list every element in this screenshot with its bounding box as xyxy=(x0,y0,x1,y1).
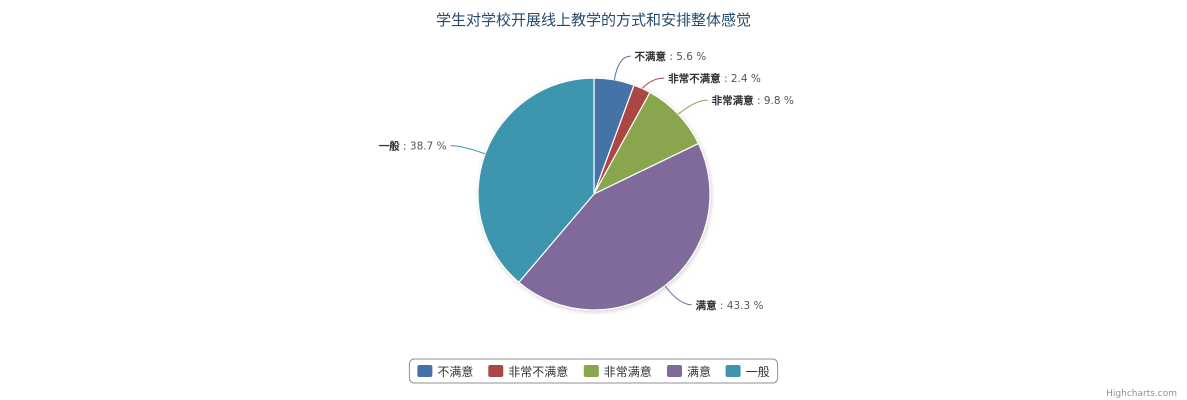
chart-title: 学生对学校开展线上教学的方式和安排整体感觉 xyxy=(436,11,751,29)
legend-swatch xyxy=(725,365,741,377)
data-label-connector xyxy=(677,99,708,115)
legend-item[interactable]: 满意 xyxy=(666,364,711,379)
data-label: 非常不满意 : 2.4 % xyxy=(668,72,761,85)
legend-item[interactable]: 非常满意 xyxy=(583,364,652,379)
legend-label: 不满意 xyxy=(437,364,473,379)
data-label-connector xyxy=(613,55,631,80)
legend-label: 满意 xyxy=(687,364,711,379)
data-labels: 不满意 : 5.6 % 非常不满意 : 2.4 % 非常满意 : 9.8 % 满意 :… xyxy=(379,50,794,312)
legend-swatch xyxy=(666,365,682,377)
credits-text[interactable]: Highcharts.com xyxy=(1106,389,1177,399)
data-label-connector xyxy=(664,285,692,306)
legend-label: 一般 xyxy=(746,364,770,379)
legend-swatch xyxy=(488,365,504,377)
legend-swatch xyxy=(583,365,599,377)
data-label-connector xyxy=(641,77,665,89)
pie-slice[interactable] xyxy=(518,142,711,311)
legend-item[interactable]: 一般 xyxy=(725,364,770,379)
data-label-connectors xyxy=(450,55,708,306)
data-label: 一般 : 38.7 % xyxy=(379,140,447,153)
data-label: 非常满意 : 9.8 % xyxy=(712,94,794,107)
legend-label: 非常满意 xyxy=(604,364,652,379)
legend-item[interactable]: 不满意 xyxy=(417,364,473,379)
legend-label: 非常不满意 xyxy=(508,364,568,379)
legend: 不满意 非常不满意 非常满意 满意 一般 xyxy=(408,358,779,384)
pie-slices xyxy=(477,77,711,311)
data-label: 满意 : 43.3 % xyxy=(696,299,764,312)
legend-swatch xyxy=(417,365,433,377)
data-label: 不满意 : 5.6 % xyxy=(635,50,707,63)
data-label-connector xyxy=(450,145,486,155)
legend-item[interactable]: 非常不满意 xyxy=(488,364,568,379)
